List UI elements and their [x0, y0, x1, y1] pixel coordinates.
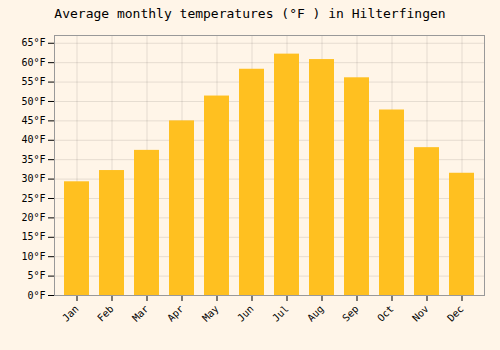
- svg-text:30°F: 30°F: [21, 173, 45, 184]
- svg-text:0°F: 0°F: [27, 290, 45, 301]
- svg-text:Aug: Aug: [305, 303, 326, 324]
- svg-text:10°F: 10°F: [21, 251, 45, 262]
- svg-text:25°F: 25°F: [21, 193, 45, 204]
- svg-text:Jan: Jan: [60, 303, 81, 324]
- svg-text:45°F: 45°F: [21, 115, 45, 126]
- svg-text:35°F: 35°F: [21, 154, 45, 165]
- svg-text:40°F: 40°F: [21, 134, 45, 145]
- html-text:Average monthly temperatures (: Average monthly temperatures (°F ) in Hi…: [54, 6, 446, 21]
- svg-text:Jul: Jul: [270, 303, 291, 324]
- svg-text:65°F: 65°F: [21, 37, 45, 48]
- svg-text:Mar: Mar: [130, 303, 151, 324]
- svg-text:Nov: Nov: [410, 303, 431, 324]
- svg-text:60°F: 60°F: [21, 57, 45, 68]
- svg-text:Dec: Dec: [445, 303, 466, 324]
- svg-text:5°F: 5°F: [27, 270, 45, 281]
- svg-text:50°F: 50°F: [21, 96, 45, 107]
- svg-text:55°F: 55°F: [21, 76, 45, 87]
- svg-text:15°F: 15°F: [21, 231, 45, 242]
- svg-text:Apr: Apr: [165, 303, 186, 324]
- svg-text:Feb: Feb: [95, 303, 116, 324]
- svg-text:Oct: Oct: [375, 303, 396, 324]
- svg-text:Sep: Sep: [340, 303, 361, 324]
- svg-text:Jun: Jun: [235, 303, 256, 324]
- svg-text:20°F: 20°F: [21, 212, 45, 223]
- svg-text:May: May: [200, 303, 221, 324]
